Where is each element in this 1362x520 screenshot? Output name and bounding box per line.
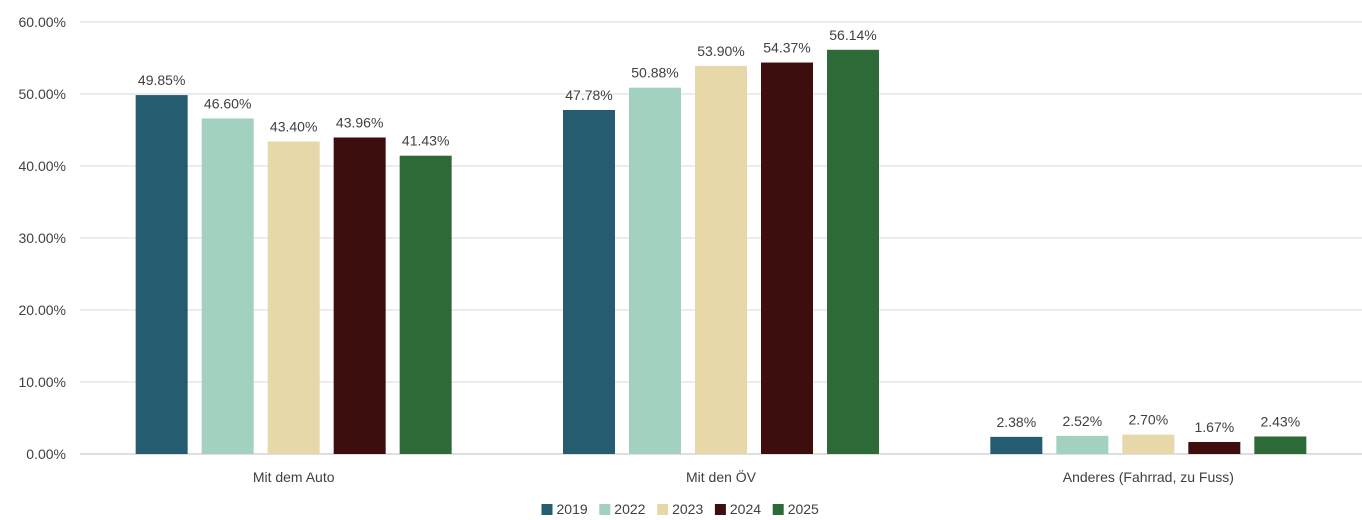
- y-tick-label: 0.00%: [26, 446, 66, 462]
- data-label: 41.43%: [402, 133, 449, 149]
- data-label: 56.14%: [829, 27, 876, 43]
- data-label: 49.85%: [138, 72, 185, 88]
- bar-2024-2: [1188, 441, 1241, 454]
- legend-label: 2024: [730, 501, 761, 517]
- bars: [135, 49, 1307, 455]
- data-label: 54.37%: [763, 40, 810, 56]
- data-label: 2.43%: [1260, 414, 1300, 430]
- x-category-label: Mit dem Auto: [253, 469, 335, 485]
- bar-2025-1: [827, 49, 879, 455]
- bar-2019-0: [135, 95, 188, 454]
- y-tick-label: 40.00%: [19, 158, 66, 174]
- y-tick-label: 50.00%: [19, 86, 66, 102]
- data-label: 53.90%: [697, 43, 744, 59]
- y-tick-label: 20.00%: [19, 302, 66, 318]
- legend-label: 2019: [557, 501, 588, 517]
- bar-2023-2: [1122, 434, 1175, 454]
- bar-2022-0: [201, 118, 254, 454]
- data-label: 2.38%: [996, 414, 1036, 430]
- data-labels: 49.85% 46.60% 43.40% 43.96% 41.43% 47.78% 50.8…: [138, 27, 1300, 435]
- legend-swatch-2025: [772, 504, 784, 515]
- data-label: 50.88%: [631, 65, 678, 81]
- data-label: 43.40%: [270, 119, 317, 135]
- bar-2019-2: [990, 436, 1043, 454]
- data-label: 47.78%: [565, 87, 612, 103]
- legend-label: 2023: [672, 501, 703, 517]
- legend-swatch-2024: [714, 504, 726, 515]
- bar-2025-2: [1254, 436, 1307, 454]
- bar-2023-0: [267, 141, 320, 454]
- legend-swatch-2019: [541, 504, 553, 515]
- y-tick-label: 30.00%: [19, 230, 66, 246]
- bar-2024-0: [333, 137, 386, 454]
- data-label: 2.52%: [1062, 413, 1102, 429]
- data-label: 46.60%: [204, 95, 251, 111]
- y-tick-label: 10.00%: [19, 374, 66, 390]
- data-label: 2.70%: [1128, 412, 1168, 428]
- bar-2019-1: [563, 109, 615, 454]
- legend: 2019 2022 2023 2024 2025: [541, 501, 819, 517]
- y-tick-label: 60.00%: [19, 14, 66, 30]
- bar-2025-0: [399, 155, 452, 455]
- bar-2022-2: [1056, 435, 1109, 454]
- data-label: 43.96%: [336, 114, 383, 130]
- bar-2023-1: [695, 65, 747, 455]
- data-label: 1.67%: [1194, 419, 1234, 435]
- legend-swatch-2023: [657, 504, 669, 515]
- legend-swatch-2022: [599, 504, 611, 515]
- x-axis-category-labels: Mit dem Auto Mit den ÖV Anderes (Fahrrad, …: [253, 468, 1234, 485]
- legend-label: 2025: [788, 501, 819, 517]
- bar-2022-1: [629, 87, 681, 454]
- legend-label: 2022: [614, 501, 645, 517]
- bar-2024-1: [761, 62, 813, 454]
- x-category-label: Mit den ÖV: [686, 468, 757, 485]
- x-category-label: Anderes (Fahrrad, zu Fuss): [1063, 469, 1234, 485]
- y-axis-tick-labels: 0.00% 10.00% 20.00% 30.00% 40.00% 50.00% 60.00…: [19, 14, 66, 462]
